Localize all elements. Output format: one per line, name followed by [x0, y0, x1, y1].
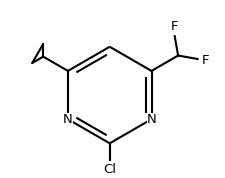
Text: F: F	[201, 54, 208, 67]
Text: Cl: Cl	[103, 163, 116, 176]
Text: N: N	[63, 113, 72, 126]
Text: N: N	[146, 113, 156, 126]
Text: F: F	[170, 20, 178, 33]
